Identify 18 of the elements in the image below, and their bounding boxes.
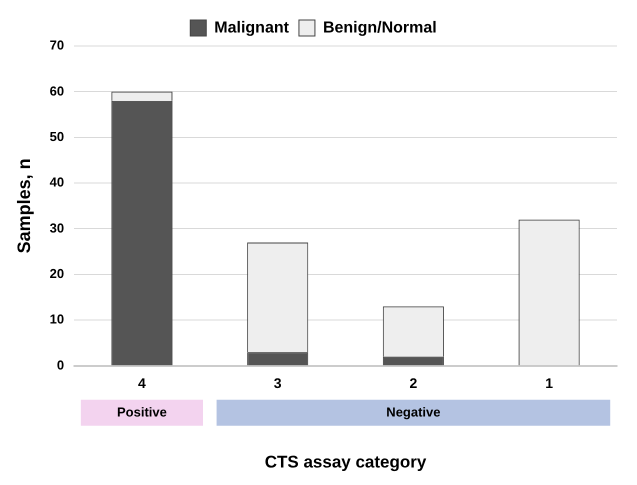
y-tick-label: 50 bbox=[50, 128, 64, 144]
y-tick-label: 70 bbox=[50, 38, 64, 53]
y-tick-label: 20 bbox=[50, 266, 64, 282]
text: Positive bbox=[117, 404, 167, 420]
y-tick-label: 40 bbox=[50, 174, 64, 190]
legend-label: Malignant bbox=[214, 19, 290, 36]
x-tick-label: 1 bbox=[545, 375, 554, 392]
y-tick-label: 30 bbox=[50, 220, 64, 236]
x-tick-label: 3 bbox=[274, 375, 282, 392]
x-tick-label: 4 bbox=[138, 375, 146, 392]
y-axis-title: Samples, n bbox=[14, 158, 34, 254]
x-tick-label: 2 bbox=[410, 375, 418, 392]
x-axis-title: CTS assay category bbox=[264, 452, 427, 472]
y-tick-label: 60 bbox=[50, 83, 64, 98]
y-tick-label: 10 bbox=[50, 312, 64, 327]
legend-label: Benign/Normal bbox=[322, 19, 437, 36]
y-tick-label: 0 bbox=[56, 357, 64, 372]
text: Negative bbox=[386, 404, 440, 420]
